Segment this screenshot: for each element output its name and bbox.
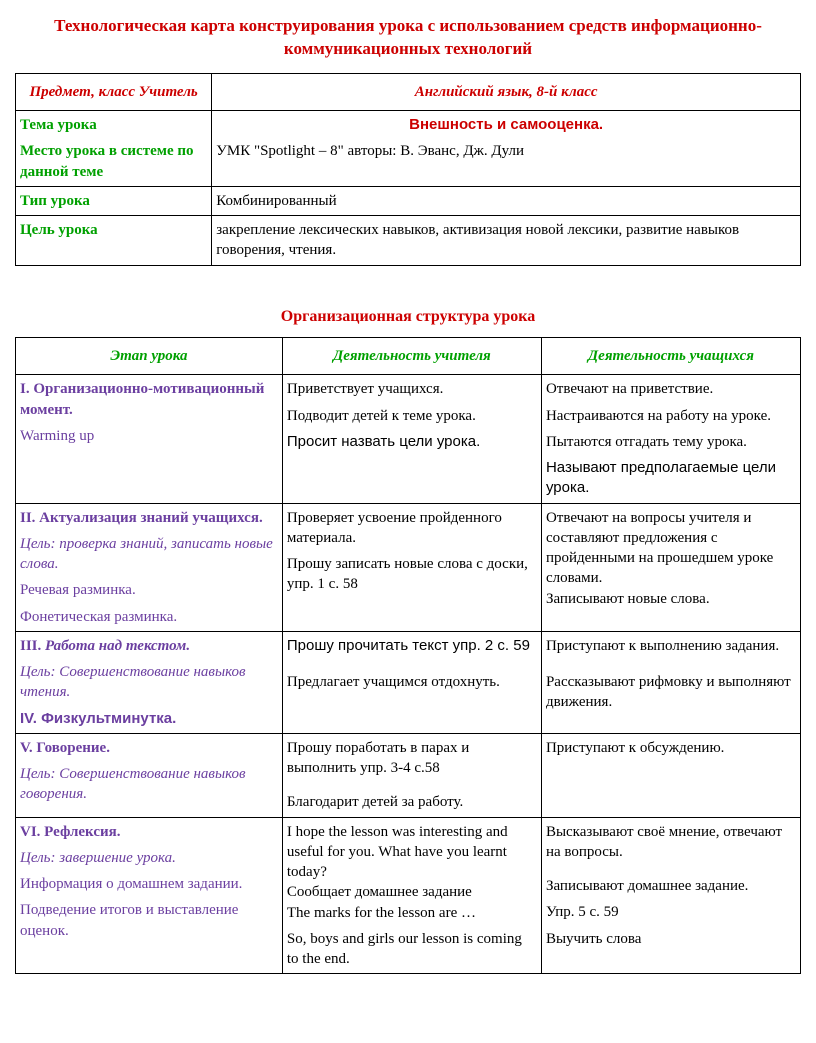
students-cell: Отвечают на вопросы учителя и составляют… bbox=[541, 503, 800, 631]
student-activity: Записывают домашнее задание. bbox=[546, 876, 796, 896]
info-table: Предмет, класс Учитель Английский язык, … bbox=[15, 73, 801, 266]
stage-extra-bold: IV. Физкультминутка. bbox=[20, 710, 176, 727]
teacher-activity: I hope the lesson was interesting and us… bbox=[287, 822, 537, 883]
stage-title-italic: Работа над текстом. bbox=[45, 638, 190, 654]
stage-title: II. Актуализация знаний учащихся. bbox=[20, 510, 263, 526]
student-activity: Рассказывают рифмовку и выполняют движен… bbox=[546, 672, 796, 713]
info-row: Тип урока Комбинированный bbox=[16, 186, 801, 215]
teacher-activity: Предлагает учащимся отдохнуть. bbox=[287, 672, 537, 692]
student-activity: Приступают к выполнению задания. bbox=[546, 636, 796, 656]
topic-text: Внешность и самооценка. bbox=[216, 115, 796, 135]
table-row: II. Актуализация знаний учащихся. Цель: … bbox=[16, 503, 801, 631]
label-tip: Тип урока bbox=[16, 186, 212, 215]
umk-text: УМК "Spotlight – 8" авторы: В. Эванс, Дж… bbox=[216, 141, 796, 161]
cel-text: закрепление лексических навыков, активиз… bbox=[212, 216, 801, 266]
student-activity: Упр. 5 с. 59 bbox=[546, 902, 796, 922]
table-row: VI. Рефлексия. Цель: завершение урока. И… bbox=[16, 817, 801, 974]
teacher-activity: Прошу записать новые слова с доски, упр.… bbox=[287, 554, 537, 595]
student-activity: Выучить слова bbox=[546, 929, 796, 949]
label-mesto: Место урока в системе по данной теме bbox=[20, 141, 207, 182]
stage-cell: II. Актуализация знаний учащихся. Цель: … bbox=[16, 503, 283, 631]
teacher-cell: Прошу прочитать текст упр. 2 с. 59 Предл… bbox=[282, 631, 541, 733]
hdr-students: Деятельность учащихся bbox=[541, 338, 800, 375]
student-activity: Настраиваются на работу на уроке. bbox=[546, 406, 796, 426]
student-activity: Записывают новые слова. bbox=[546, 589, 796, 609]
info-header-row: Предмет, класс Учитель Английский язык, … bbox=[16, 73, 801, 110]
student-activity: Отвечают на приветствие. bbox=[546, 379, 796, 399]
stage-title-prefix: III. bbox=[20, 638, 45, 654]
stage-extra: Подведение итогов и выставление оценок. bbox=[20, 900, 278, 941]
stage-goal: Цель: проверка знаний, записать новые сл… bbox=[20, 534, 278, 575]
hdr-teacher: Деятельность учителя bbox=[282, 338, 541, 375]
stage-goal: Цель: Совершенствование навыков чтения. bbox=[20, 662, 278, 703]
stage-title: I. Организационно-мотивационный момент. bbox=[20, 381, 264, 417]
teacher-cell: Приветствует учащихся. Подводит детей к … bbox=[282, 375, 541, 503]
stage-cell: VI. Рефлексия. Цель: завершение урока. И… bbox=[16, 817, 283, 974]
structure-table: Этап урока Деятельность учителя Деятельн… bbox=[15, 337, 801, 974]
stage-extra: Фонетическая разминка. bbox=[20, 607, 278, 627]
tip-text: Комбинированный bbox=[212, 186, 801, 215]
stage-title: V. Говорение. bbox=[20, 740, 110, 756]
students-cell: Высказывают своё мнение, отвечают на воп… bbox=[541, 817, 800, 974]
page-title: Технологическая карта конструирования ур… bbox=[15, 15, 801, 61]
teacher-activity: Благодарит детей за работу. bbox=[287, 792, 537, 812]
info-header-right: Английский язык, 8-й класс bbox=[212, 73, 801, 110]
teacher-activity: Прошу поработать в парах и выполнить упр… bbox=[287, 738, 537, 779]
table-row: III. Работа над текстом. Цель: Совершенс… bbox=[16, 631, 801, 733]
student-activity: Отвечают на вопросы учителя и составляют… bbox=[546, 508, 796, 589]
students-cell: Приступают к обсуждению. bbox=[541, 733, 800, 817]
teacher-activity: Проверяет усвоение пройденного материала… bbox=[287, 508, 537, 549]
structure-header-row: Этап урока Деятельность учителя Деятельн… bbox=[16, 338, 801, 375]
info-row: Цель урока закрепление лексических навык… bbox=[16, 216, 801, 266]
info-header-left: Предмет, класс Учитель bbox=[16, 73, 212, 110]
teacher-activity: So, boys and girls our lesson is coming … bbox=[287, 929, 537, 970]
student-activity: Пытаются отгадать тему урока. bbox=[546, 432, 796, 452]
teacher-cell: I hope the lesson was interesting and us… bbox=[282, 817, 541, 974]
stage-cell: V. Говорение. Цель: Совершенствование на… bbox=[16, 733, 283, 817]
teacher-activity: Подводит детей к теме урока. bbox=[287, 406, 537, 426]
teacher-activity: Сообщает домашнее задание bbox=[287, 882, 537, 902]
student-activity: Называют предполагаемые цели урока. bbox=[546, 458, 796, 499]
teacher-cell: Прошу поработать в парах и выполнить упр… bbox=[282, 733, 541, 817]
hdr-stage: Этап урока bbox=[16, 338, 283, 375]
table-row: I. Организационно-мотивационный момент. … bbox=[16, 375, 801, 503]
stage-sub: Warming up bbox=[20, 426, 278, 446]
teacher-activity: The marks for the lesson are … bbox=[287, 903, 537, 923]
student-activity: Высказывают своё мнение, отвечают на воп… bbox=[546, 822, 796, 863]
stage-goal: Цель: Совершенствование навыков говорени… bbox=[20, 764, 278, 805]
label-cel: Цель урока bbox=[16, 216, 212, 266]
student-activity: Приступают к обсуждению. bbox=[546, 738, 796, 758]
stage-title: VI. Рефлексия. bbox=[20, 824, 121, 840]
teacher-cell: Проверяет усвоение пройденного материала… bbox=[282, 503, 541, 631]
teacher-activity: Просит назвать цели урока. bbox=[287, 432, 537, 452]
stage-extra: Речевая разминка. bbox=[20, 580, 278, 600]
info-value-cell: Внешность и самооценка. УМК "Spotlight –… bbox=[212, 111, 801, 187]
info-row: Тема урока Место урока в системе по данн… bbox=[16, 111, 801, 187]
label-tema: Тема урока bbox=[20, 115, 207, 135]
structure-title: Организационная структура урока bbox=[15, 306, 801, 328]
table-row: V. Говорение. Цель: Совершенствование на… bbox=[16, 733, 801, 817]
teacher-activity: Прошу прочитать текст упр. 2 с. 59 bbox=[287, 636, 537, 656]
stage-extra: Информация о домашнем задании. bbox=[20, 874, 278, 894]
students-cell: Отвечают на приветствие. Настраиваются н… bbox=[541, 375, 800, 503]
stage-cell: I. Организационно-мотивационный момент. … bbox=[16, 375, 283, 503]
stage-cell: III. Работа над текстом. Цель: Совершенс… bbox=[16, 631, 283, 733]
info-label-cell: Тема урока Место урока в системе по данн… bbox=[16, 111, 212, 187]
teacher-activity: Приветствует учащихся. bbox=[287, 379, 537, 399]
stage-goal: Цель: завершение урока. bbox=[20, 848, 278, 868]
students-cell: Приступают к выполнению задания. Рассказ… bbox=[541, 631, 800, 733]
